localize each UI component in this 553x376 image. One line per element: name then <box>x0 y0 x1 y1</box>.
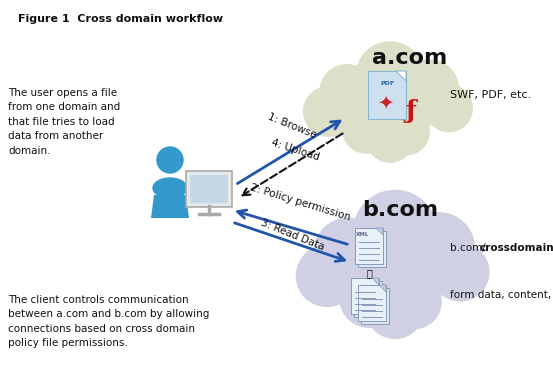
Text: The user opens a file
from one domain and
that file tries to load
data from anot: The user opens a file from one domain an… <box>8 88 120 156</box>
Circle shape <box>401 60 458 117</box>
Polygon shape <box>379 285 386 292</box>
Circle shape <box>353 190 437 274</box>
Text: ✦: ✦ <box>377 94 393 112</box>
Text: ƒ: ƒ <box>405 99 416 123</box>
Text: 3: Read Data: 3: Read Data <box>259 217 325 252</box>
Text: 4: Upload: 4: Upload <box>270 137 320 162</box>
Polygon shape <box>396 71 406 81</box>
Circle shape <box>304 87 353 136</box>
Circle shape <box>314 218 382 286</box>
Text: 1: Browse: 1: Browse <box>266 111 318 140</box>
FancyBboxPatch shape <box>355 228 383 264</box>
FancyBboxPatch shape <box>358 285 386 321</box>
FancyBboxPatch shape <box>354 281 382 317</box>
Circle shape <box>377 246 445 314</box>
Circle shape <box>431 243 489 301</box>
Polygon shape <box>372 278 379 285</box>
FancyBboxPatch shape <box>351 278 379 314</box>
Circle shape <box>425 85 472 132</box>
Circle shape <box>356 42 424 109</box>
Polygon shape <box>151 195 189 218</box>
Text: a.com: a.com <box>372 48 447 68</box>
Text: form data, content, etc.: form data, content, etc. <box>450 290 553 300</box>
FancyBboxPatch shape <box>186 171 232 207</box>
Circle shape <box>346 230 423 306</box>
FancyBboxPatch shape <box>190 175 228 203</box>
Text: b.com/: b.com/ <box>450 243 486 253</box>
Text: crossdomain.xml: crossdomain.xml <box>480 243 553 253</box>
Circle shape <box>387 274 441 329</box>
Polygon shape <box>376 228 383 235</box>
Circle shape <box>366 281 424 338</box>
Text: Figure 1  Cross domain workflow: Figure 1 Cross domain workflow <box>18 14 223 24</box>
Circle shape <box>343 106 390 153</box>
Circle shape <box>157 147 183 173</box>
Text: PDF: PDF <box>380 81 394 86</box>
Text: 2: Policy permission: 2: Policy permission <box>249 182 351 222</box>
Text: The client controls communication
between a.com and b.com by allowing
connection: The client controls communication betwee… <box>8 295 210 348</box>
Text: b.com: b.com <box>362 200 438 220</box>
Circle shape <box>320 65 374 119</box>
Text: 🔒: 🔒 <box>366 268 372 278</box>
Circle shape <box>385 110 429 155</box>
FancyBboxPatch shape <box>368 71 406 119</box>
FancyBboxPatch shape <box>361 288 389 324</box>
Circle shape <box>367 115 414 162</box>
Circle shape <box>296 246 357 306</box>
Circle shape <box>404 213 474 283</box>
Text: XML: XML <box>356 232 369 238</box>
Circle shape <box>349 74 411 136</box>
Circle shape <box>377 88 431 142</box>
Text: SWF, PDF, etc.: SWF, PDF, etc. <box>450 90 531 100</box>
FancyBboxPatch shape <box>358 231 386 267</box>
Circle shape <box>340 270 398 327</box>
Ellipse shape <box>153 178 187 198</box>
